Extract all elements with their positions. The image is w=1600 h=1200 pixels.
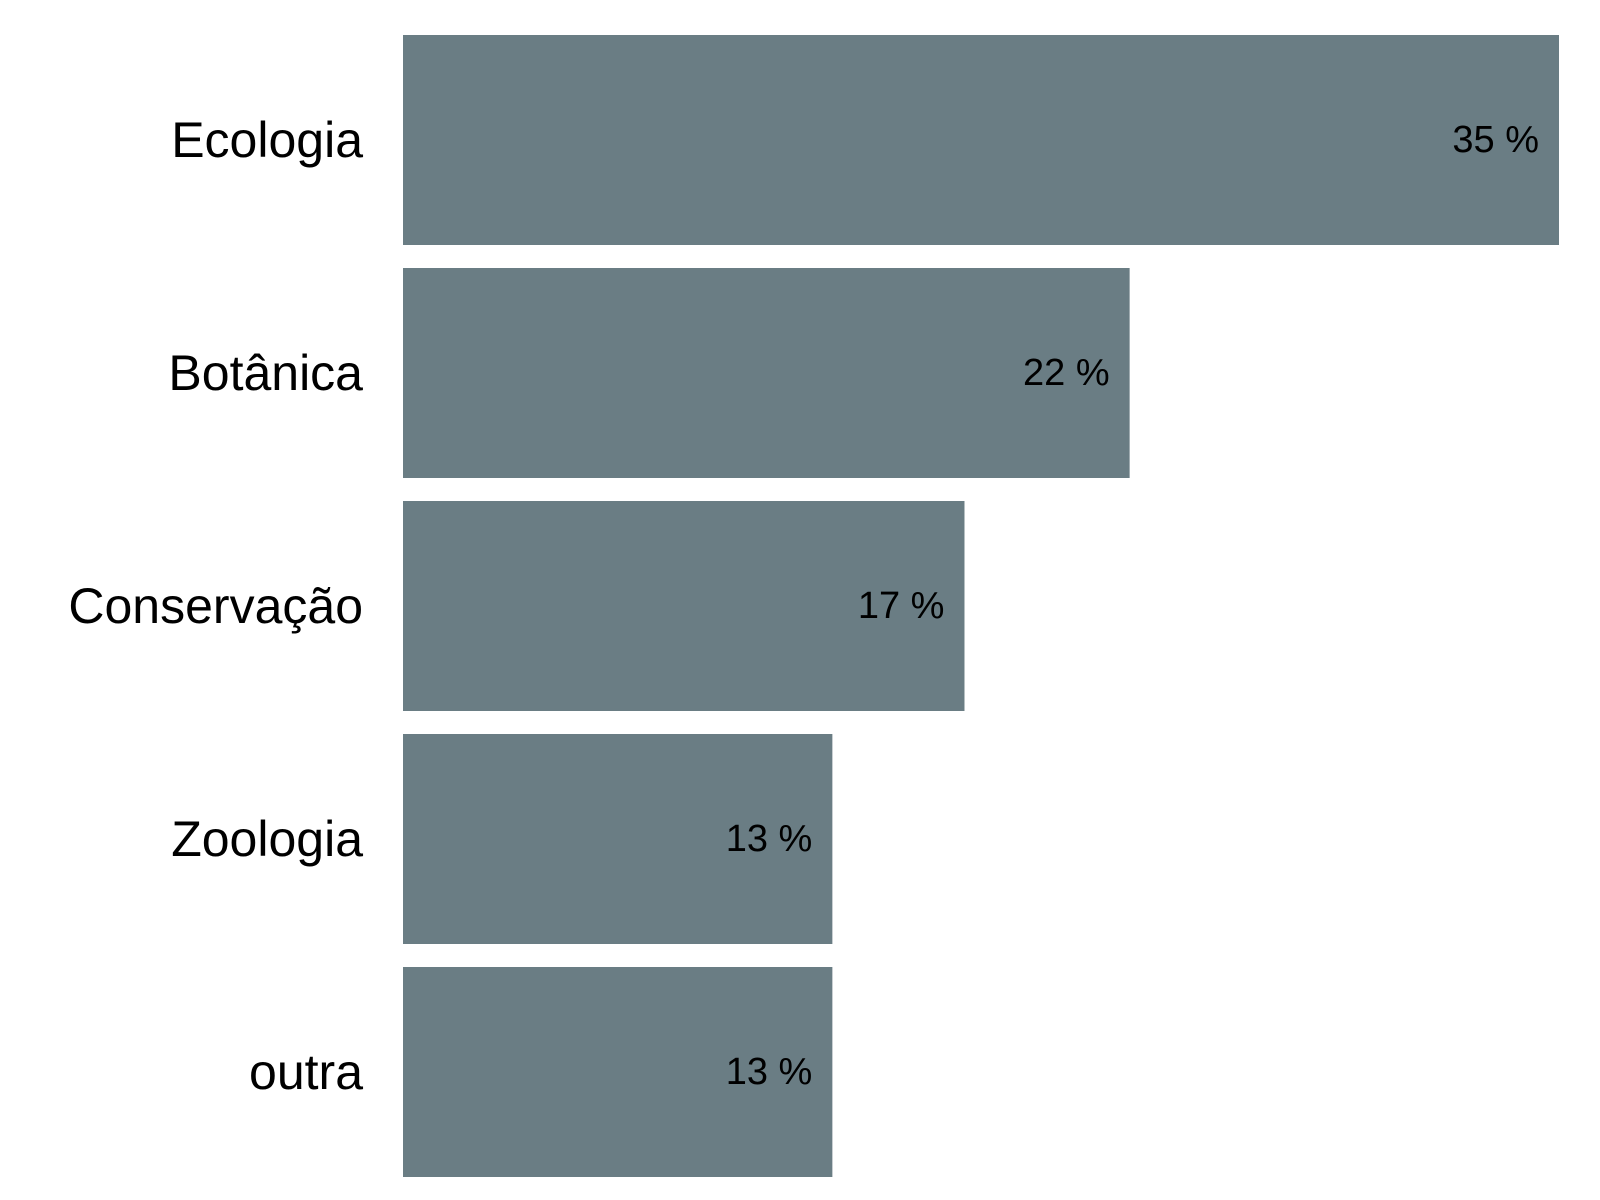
value-label: 35 % [1452, 119, 1539, 161]
category-label: Botânica [168, 345, 363, 401]
bar-4 [403, 967, 833, 1177]
category-labels-group: Ecologia Botânica Conservação Zoologia outra [68, 112, 363, 1100]
value-label: 13 % [726, 818, 813, 860]
value-label: 22 % [1023, 352, 1110, 394]
category-label: Conservação [68, 578, 363, 634]
bars-group [403, 35, 1559, 1177]
value-label: 13 % [726, 1051, 813, 1093]
value-labels-group: 35 % 22 % 17 % 13 % 13 % [726, 119, 1539, 1093]
bar-0 [403, 35, 1559, 245]
category-label: Zoologia [171, 811, 363, 867]
bar-3 [403, 734, 833, 944]
bar-1 [403, 268, 1130, 478]
bar-2 [403, 501, 965, 711]
category-label: Ecologia [171, 112, 363, 168]
category-label: outra [249, 1044, 363, 1100]
value-label: 17 % [858, 585, 945, 627]
